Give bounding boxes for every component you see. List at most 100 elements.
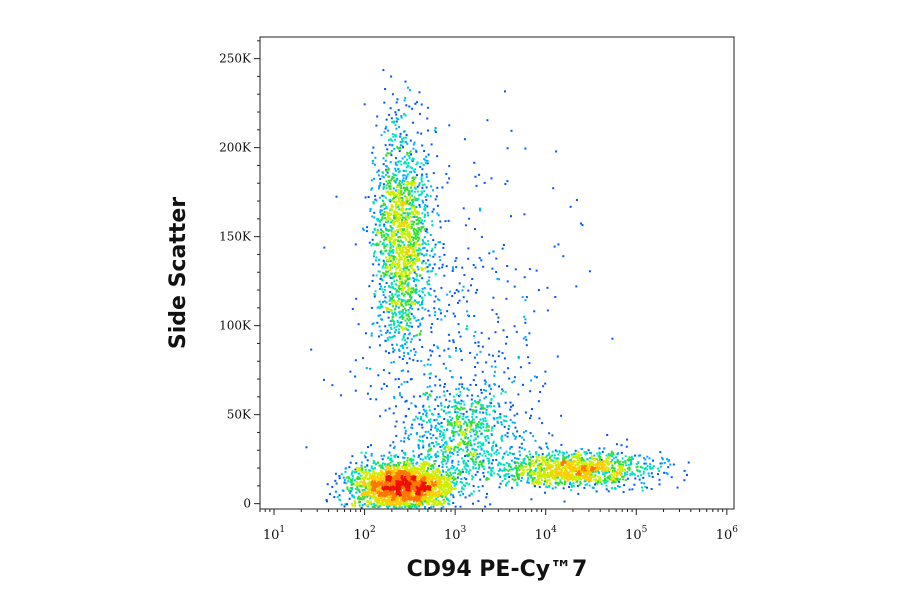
event-point — [411, 471, 414, 474]
event-point — [396, 477, 399, 480]
event-point — [378, 223, 381, 226]
event-point — [409, 227, 412, 229]
event-point — [411, 184, 414, 187]
event-point — [379, 478, 382, 480]
event-point — [420, 269, 423, 272]
event-point — [398, 392, 401, 395]
event-point — [401, 327, 404, 329]
event-point — [397, 243, 400, 246]
event-point — [464, 484, 466, 487]
event-point — [393, 243, 396, 246]
event-point — [426, 106, 429, 109]
event-point — [436, 155, 439, 158]
event-point — [419, 217, 422, 220]
event-point — [389, 475, 392, 478]
event-point — [391, 292, 394, 295]
event-point — [569, 477, 572, 480]
event-point — [423, 216, 426, 219]
event-point — [385, 232, 388, 235]
event-point — [390, 203, 393, 206]
event-point — [333, 496, 336, 499]
event-point — [409, 489, 412, 492]
event-point — [420, 484, 423, 487]
event-point — [351, 470, 354, 473]
event-point — [412, 210, 415, 213]
event-point — [411, 493, 414, 496]
event-point — [379, 305, 382, 308]
event-point — [343, 505, 346, 508]
event-point — [401, 299, 404, 302]
event-point — [390, 75, 393, 78]
event-point — [426, 249, 429, 252]
event-point — [383, 130, 386, 133]
event-point — [421, 301, 423, 304]
event-point — [381, 265, 384, 268]
event-point — [431, 465, 434, 467]
event-point — [407, 214, 410, 217]
event-point — [414, 168, 416, 171]
event-point — [406, 158, 409, 161]
event-point — [388, 505, 391, 508]
event-point — [428, 458, 431, 461]
event-point — [408, 181, 411, 184]
event-point — [418, 228, 421, 231]
event-point — [380, 209, 383, 212]
event-point — [419, 502, 422, 505]
event-point — [472, 490, 475, 493]
event-point — [405, 232, 408, 235]
event-point — [404, 97, 407, 99]
event-point — [404, 282, 407, 285]
event-point — [407, 283, 410, 286]
event-point — [420, 303, 423, 306]
event-point — [394, 217, 397, 220]
event-point — [412, 260, 415, 263]
event-point — [371, 480, 374, 483]
event-point — [400, 500, 403, 502]
event-point — [437, 490, 440, 493]
event-point — [381, 171, 384, 174]
event-point — [379, 213, 382, 216]
event-point — [380, 466, 382, 469]
event-point — [415, 278, 418, 281]
event-points — [305, 69, 690, 509]
event-point — [385, 118, 388, 121]
event-point — [375, 256, 378, 259]
event-point — [398, 150, 401, 153]
event-point — [385, 169, 388, 172]
event-point — [387, 316, 390, 319]
event-point — [409, 150, 412, 153]
event-point — [391, 260, 394, 263]
event-point — [419, 295, 422, 298]
event-point — [431, 478, 434, 481]
event-point — [417, 471, 420, 474]
event-point — [434, 499, 437, 501]
event-point — [389, 297, 392, 299]
event-point — [621, 465, 623, 468]
event-point — [417, 244, 420, 247]
event-point — [423, 214, 426, 217]
event-point — [421, 317, 424, 320]
event-point — [534, 439, 537, 442]
event-point — [389, 473, 392, 476]
event-point — [401, 449, 404, 452]
event-point — [417, 236, 420, 239]
event-point — [413, 196, 416, 199]
event-point — [415, 497, 418, 499]
event-point — [394, 264, 397, 267]
event-point — [388, 475, 390, 478]
event-point — [520, 467, 523, 470]
event-point — [445, 498, 448, 501]
event-point — [563, 467, 566, 469]
event-point — [442, 502, 445, 505]
event-point — [399, 235, 402, 238]
event-point — [392, 223, 395, 226]
event-point — [413, 242, 415, 245]
event-point — [378, 185, 381, 188]
event-point — [409, 265, 412, 268]
event-point — [487, 471, 490, 474]
event-point — [642, 470, 645, 473]
event-point — [606, 476, 609, 479]
event-point — [370, 334, 373, 337]
event-point — [338, 477, 341, 480]
event-point — [386, 492, 389, 495]
